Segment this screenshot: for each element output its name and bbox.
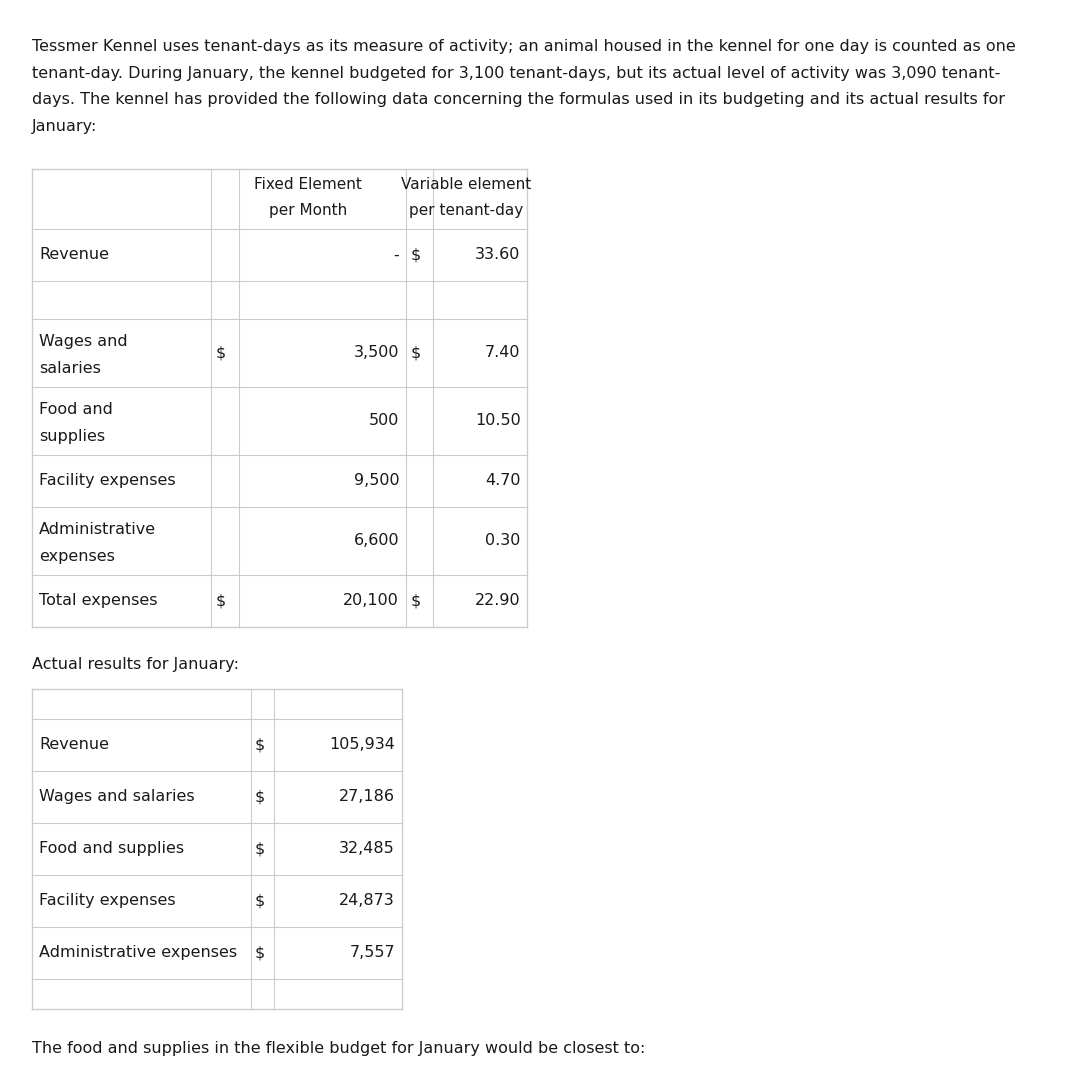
Text: $: $ [255, 738, 265, 753]
Text: 6,600: 6,600 [353, 534, 400, 549]
Text: per Month: per Month [269, 203, 348, 218]
Text: 7.40: 7.40 [485, 346, 521, 361]
Text: Fixed Element: Fixed Element [255, 177, 362, 192]
Text: 500: 500 [368, 413, 400, 429]
Text: salaries: salaries [39, 361, 102, 376]
Text: 10.50: 10.50 [475, 413, 521, 429]
Text: 0.30: 0.30 [485, 534, 521, 549]
Text: $: $ [410, 346, 421, 361]
Text: January:: January: [31, 118, 97, 133]
Text: Food and: Food and [39, 402, 113, 417]
Text: Wages and salaries: Wages and salaries [39, 789, 195, 804]
Text: 32,485: 32,485 [339, 842, 395, 856]
Text: 24,873: 24,873 [339, 894, 395, 909]
Text: $: $ [216, 594, 226, 609]
Text: Facility expenses: Facility expenses [39, 894, 176, 909]
Text: 105,934: 105,934 [329, 738, 395, 753]
Text: 9,500: 9,500 [353, 474, 400, 489]
Text: Revenue: Revenue [39, 247, 109, 262]
Text: Variable element: Variable element [402, 177, 531, 192]
Text: $: $ [255, 894, 265, 909]
Text: 22.90: 22.90 [475, 594, 521, 609]
Text: Tessmer Kennel uses tenant-days as its measure of activity; an animal housed in : Tessmer Kennel uses tenant-days as its m… [31, 39, 1015, 54]
Text: per tenant-day: per tenant-day [409, 203, 524, 218]
Text: $: $ [410, 594, 421, 609]
Text: 3,500: 3,500 [353, 346, 400, 361]
Text: 33.60: 33.60 [475, 247, 521, 262]
Text: supplies: supplies [39, 429, 106, 444]
Text: Facility expenses: Facility expenses [39, 474, 176, 489]
Text: -: - [393, 247, 400, 262]
Text: 7,557: 7,557 [349, 945, 395, 960]
Text: $: $ [255, 789, 265, 804]
Text: The food and supplies in the flexible budget for January would be closest to:: The food and supplies in the flexible bu… [31, 1041, 645, 1056]
Text: Actual results for January:: Actual results for January: [31, 657, 239, 672]
Text: Administrative expenses: Administrative expenses [39, 945, 238, 960]
Text: $: $ [255, 945, 265, 960]
Text: 4.70: 4.70 [485, 474, 521, 489]
Text: Wages and: Wages and [39, 334, 127, 349]
Text: 27,186: 27,186 [339, 789, 395, 804]
Text: Total expenses: Total expenses [39, 594, 158, 609]
Text: $: $ [216, 346, 226, 361]
Text: Revenue: Revenue [39, 738, 109, 753]
Text: $: $ [410, 247, 421, 262]
Text: Administrative: Administrative [39, 522, 157, 537]
Text: 20,100: 20,100 [343, 594, 400, 609]
Text: tenant-day. During January, the kennel budgeted for 3,100 tenant-days, but its a: tenant-day. During January, the kennel b… [31, 66, 1000, 81]
Text: $: $ [255, 842, 265, 856]
Text: expenses: expenses [39, 549, 116, 564]
Text: Food and supplies: Food and supplies [39, 842, 185, 856]
Text: days. The kennel has provided the following data concerning the formulas used in: days. The kennel has provided the follow… [31, 92, 1004, 107]
